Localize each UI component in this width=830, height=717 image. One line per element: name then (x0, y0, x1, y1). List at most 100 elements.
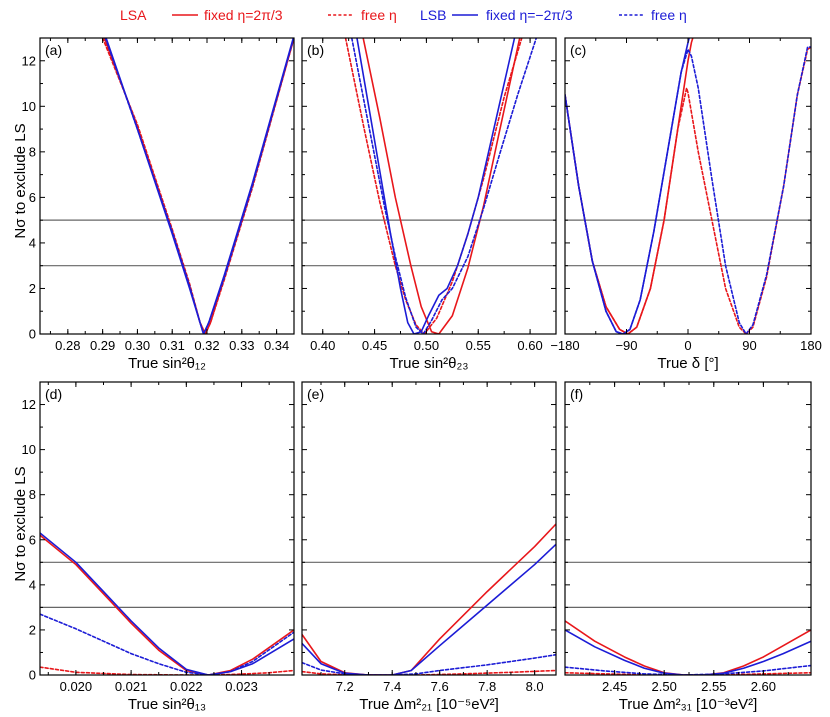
series-lsa-fixed (565, 620, 811, 675)
series-lsa-free (302, 669, 556, 675)
x-tick-label: 0.023 (225, 679, 258, 694)
panel-label: (d) (45, 386, 62, 402)
series-lsa-fixed (302, 523, 556, 675)
x-tick-label: 8.0 (526, 679, 544, 694)
plot-frame (39, 37, 295, 335)
curves (565, 38, 811, 334)
panel-label: (a) (45, 42, 62, 58)
x-tick-label: 0.50 (414, 338, 439, 353)
plot-frame (39, 381, 295, 676)
x-axis-label: True sin²θ₁₂ (128, 355, 206, 372)
x-tick-label: 0.020 (60, 679, 93, 694)
panel-e: 7.2 7.4 7.6 7.8 8.0 (e) True Δm²₂₁ [10⁻⁵eV²] (301, 381, 557, 713)
y-tick-label: 10 (22, 442, 36, 457)
y-tick-label: 12 (22, 53, 36, 68)
x-tick-label: 90 (742, 338, 756, 353)
x-tick-label: 0.34 (264, 338, 289, 353)
y-tick-label: 10 (22, 99, 36, 114)
x-tick-label: 0.31 (160, 338, 185, 353)
series-lsb-free (565, 46, 811, 334)
curves (302, 523, 556, 675)
x-tick-label: 0.45 (362, 338, 387, 353)
series-lsb-fixed (565, 629, 811, 675)
panel-label: (b) (307, 42, 324, 58)
x-tick-label: 0.40 (310, 338, 335, 353)
panels: 0 2 4 6 8 10 12 0.28 0.29 0.30 0.31 0.32 0.33 0.34 (a)… (22, 37, 822, 713)
series-lsa-free (565, 46, 811, 334)
y-tick-label: 12 (22, 397, 36, 412)
panel-b: 0.40 0.45 0.50 0.55 0.60 (b) True sin²θ₂₃ (301, 37, 557, 372)
y-tick-label: 4 (29, 235, 36, 250)
x-tick-label: 0.30 (125, 338, 150, 353)
x-axis-label: True δ [°] (657, 355, 718, 372)
curves (344, 38, 538, 334)
y-tick-label: 8 (29, 487, 36, 502)
x-tick-label: 0.021 (115, 679, 148, 694)
y-tick-label: 6 (29, 190, 36, 205)
legend-entry-label: free η (361, 7, 397, 23)
series-lsb-fixed (302, 543, 556, 675)
legend-lsb: LSB fixed η=−2π/3 free η (420, 7, 687, 23)
plot-frame (301, 381, 557, 676)
x-tick-label: 0.022 (170, 679, 203, 694)
x-axis-label: True Δm²₃₁ [10⁻³eV²] (619, 696, 758, 713)
x-tick-label: 180 (800, 338, 822, 353)
y-axis-label-top: Nσ to exclude LS (12, 123, 29, 238)
y-tick-label: 6 (29, 532, 36, 547)
curves (565, 620, 811, 675)
legend-entry-label: fixed η=2π/3 (204, 7, 283, 23)
x-tick-label: 0.32 (194, 338, 219, 353)
series-lsa-fixed (362, 38, 521, 334)
panel-f: 2.45 2.50 2.55 2.60 (f) True Δm²₃₁ [10⁻³eV²] (564, 381, 812, 713)
series-lsa-fixed (565, 38, 694, 334)
series-lsa-fixed (40, 534, 294, 675)
curves (40, 532, 294, 675)
x-tick-label: 0.60 (517, 338, 542, 353)
series-lsb-fixed (105, 38, 294, 334)
x-tick-label: −90 (615, 338, 637, 353)
panel-label: (e) (307, 386, 324, 402)
x-tick-label: 7.2 (336, 679, 354, 694)
x-tick-label: 2.45 (602, 679, 627, 694)
x-tick-label: 2.50 (652, 679, 677, 694)
series-lsb-fixed (565, 38, 690, 334)
x-tick-label: 0.33 (229, 338, 254, 353)
x-tick-label: 2.55 (701, 679, 726, 694)
panel-label: (c) (570, 42, 586, 58)
series-lsb-free (40, 613, 294, 675)
x-tick-label: 7.8 (478, 679, 496, 694)
panel-d: 0 2 4 6 8 10 12 0.020 0.021 0.022 0.023 (d) True sin… (22, 381, 295, 713)
series-lsb-free (350, 38, 538, 334)
legend-group-name: LSB (420, 7, 446, 23)
x-axis-label: True sin²θ₂₃ (390, 355, 469, 372)
y-tick-label: 2 (29, 281, 36, 296)
x-tick-label: 7.6 (431, 679, 449, 694)
x-tick-label: 0.55 (466, 338, 491, 353)
x-tick-label: −180 (550, 338, 579, 353)
plot-frame (564, 37, 812, 335)
x-tick-label: 7.4 (383, 679, 401, 694)
y-tick-label: 4 (29, 577, 36, 592)
panel-c: −180 −90 0 90 180 (c) True δ [°] (550, 37, 822, 372)
x-tick-label: 0 (684, 338, 691, 353)
y-tick-label: 2 (29, 622, 36, 637)
series-lsa-fixed (103, 38, 294, 334)
series-lsb-fixed (40, 532, 294, 675)
y-tick-label: 0 (29, 668, 36, 683)
legend: LSA fixed η=2π/3 free η LSB fixed η=−2π/3 fre… (120, 7, 687, 23)
x-axis-label: True sin²θ₁₃ (128, 696, 206, 713)
legend-lsa: LSA fixed η=2π/3 free η (120, 7, 397, 23)
x-tick-label: 0.28 (55, 338, 80, 353)
y-tick-label: 8 (29, 144, 36, 159)
plot-frame (301, 37, 557, 335)
series-lsa-free (40, 666, 294, 675)
series-lsa-free (344, 38, 523, 334)
legend-entry-label: fixed η=−2π/3 (486, 7, 573, 23)
y-axis-label-bottom: Nσ to exclude LS (12, 466, 29, 581)
series-lsb-free (104, 38, 294, 334)
panel-label: (f) (570, 386, 583, 402)
legend-entry-label: free η (651, 7, 687, 23)
x-axis-label: True Δm²₂₁ [10⁻⁵eV²] (359, 696, 499, 713)
plot-frame (564, 381, 812, 676)
